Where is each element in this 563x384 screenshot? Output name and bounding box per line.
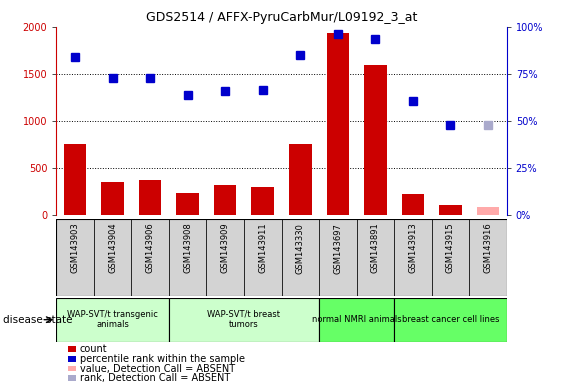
Bar [477, 207, 499, 215]
Text: GSM143906: GSM143906 [146, 223, 155, 273]
Text: normal NMRI animals: normal NMRI animals [312, 315, 401, 324]
Bar [432, 219, 469, 296]
Text: WAP-SVT/t breast
tumors: WAP-SVT/t breast tumors [208, 310, 280, 329]
Bar [94, 219, 131, 296]
Text: GSM143913: GSM143913 [408, 223, 417, 273]
Bar [252, 187, 274, 215]
Bar [207, 219, 244, 296]
Bar [394, 219, 432, 296]
Text: value, Detection Call = ABSENT: value, Detection Call = ABSENT [80, 364, 235, 374]
Bar [394, 298, 507, 342]
Text: GSM143904: GSM143904 [108, 223, 117, 273]
Text: GSM143697: GSM143697 [333, 223, 342, 273]
Bar [327, 33, 349, 215]
Bar [56, 219, 94, 296]
Bar [214, 185, 236, 215]
Bar [176, 194, 199, 215]
Bar [469, 219, 507, 296]
Bar [319, 298, 394, 342]
Bar [401, 194, 424, 215]
Bar [282, 219, 319, 296]
Text: GSM143911: GSM143911 [258, 223, 267, 273]
Text: GSM143909: GSM143909 [221, 223, 230, 273]
Text: percentile rank within the sample: percentile rank within the sample [80, 354, 245, 364]
Text: GSM143891: GSM143891 [371, 223, 380, 273]
Bar [289, 144, 311, 215]
Text: breast cancer cell lines: breast cancer cell lines [401, 315, 499, 324]
Bar [439, 205, 462, 215]
Bar [319, 219, 356, 296]
Text: GSM143915: GSM143915 [446, 223, 455, 273]
Text: rank, Detection Call = ABSENT: rank, Detection Call = ABSENT [80, 373, 230, 383]
Bar [131, 219, 169, 296]
Bar [169, 298, 319, 342]
Bar [356, 219, 394, 296]
Bar [139, 180, 162, 215]
Text: count: count [80, 344, 108, 354]
Text: GSM143903: GSM143903 [70, 223, 79, 273]
Text: GSM143330: GSM143330 [296, 223, 305, 273]
Bar [169, 219, 207, 296]
Bar [101, 182, 124, 215]
Text: GSM143916: GSM143916 [484, 223, 493, 273]
Bar [244, 219, 282, 296]
Title: GDS2514 / AFFX-PyruCarbMur/L09192_3_at: GDS2514 / AFFX-PyruCarbMur/L09192_3_at [146, 11, 417, 24]
Bar [364, 65, 387, 215]
Text: disease state: disease state [3, 314, 72, 325]
Text: WAP-SVT/t transgenic
animals: WAP-SVT/t transgenic animals [67, 310, 158, 329]
Bar [64, 144, 86, 215]
Bar [56, 298, 169, 342]
Text: GSM143908: GSM143908 [183, 223, 192, 273]
